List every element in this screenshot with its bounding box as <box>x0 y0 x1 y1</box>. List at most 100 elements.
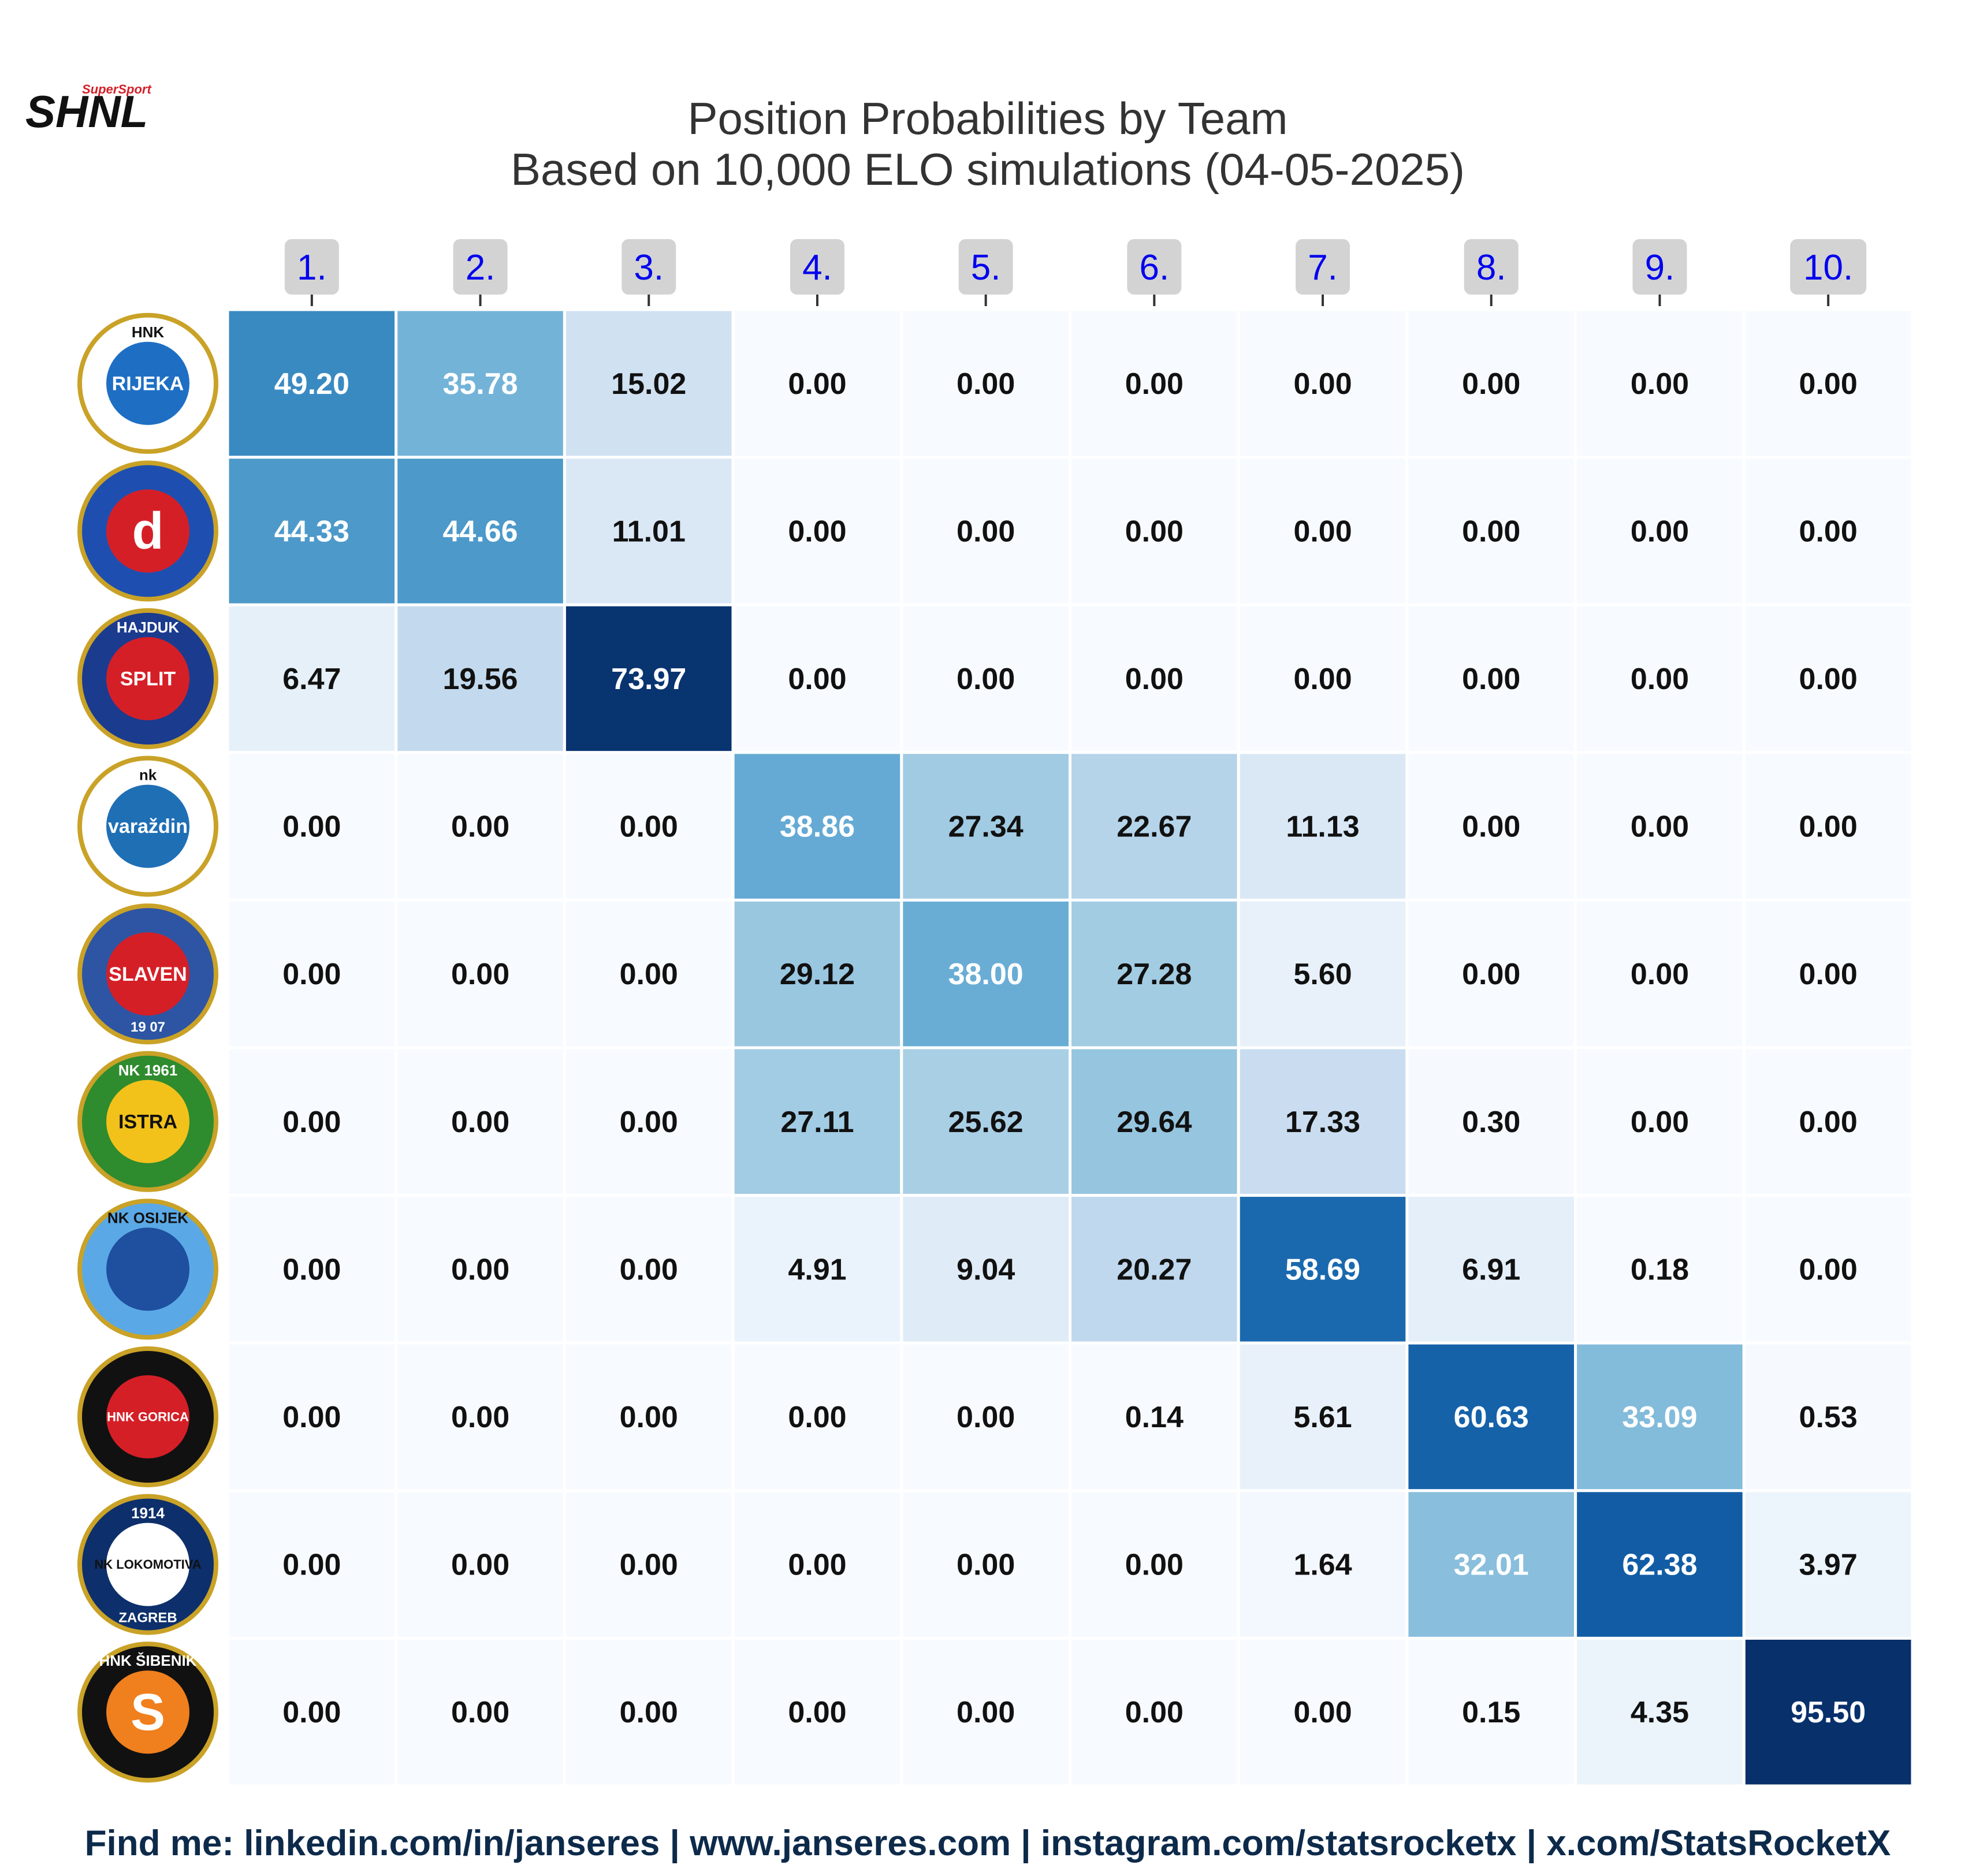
heatmap-cell <box>731 1636 903 1788</box>
cell-value: 5.60 <box>1293 958 1352 991</box>
column-label: 3. <box>634 248 664 288</box>
cell-value: 0.00 <box>1631 515 1689 548</box>
cell-value: 0.00 <box>1631 1106 1689 1139</box>
heatmap-cell <box>1069 308 1240 459</box>
chart-subtitle: Based on 10,000 ELO simulations (04-05-2… <box>511 144 1465 195</box>
column-labels: 1. 2. 3. 4. 5. 6. 7. 8. 9. 10. <box>284 239 1867 306</box>
shnl-logo: SuperSport SHNL <box>25 82 152 137</box>
heatmap-cell <box>1237 1194 1409 1345</box>
cell-value: 38.86 <box>780 810 855 844</box>
cell-value: 0.00 <box>1125 1549 1184 1582</box>
heatmap-cell <box>1405 603 1577 754</box>
heatmap-cell <box>1574 1194 1746 1345</box>
cell-value: 0.00 <box>282 1253 341 1286</box>
cell-value: 0.00 <box>451 1401 509 1434</box>
team-badge-vara-din: nk varaždin <box>77 755 218 897</box>
badge-top-text: HNK ŠIBENIK <box>99 1652 196 1669</box>
cell-value: 35.78 <box>442 367 518 401</box>
cell-value: 11.13 <box>1286 810 1359 844</box>
badge-top-text: HNK <box>132 323 165 341</box>
cell-value: 4.91 <box>788 1253 846 1286</box>
cell-value: 0.00 <box>451 810 509 844</box>
cell-value: 0.00 <box>1799 1253 1858 1286</box>
cell-value: 0.00 <box>620 1106 678 1139</box>
cell-value: 0.00 <box>957 515 1015 548</box>
cell-value: 0.00 <box>1799 810 1858 844</box>
heatmap-cell <box>226 456 398 606</box>
cell-value: 0.00 <box>620 1253 678 1286</box>
heatmap-cell <box>1405 1636 1577 1788</box>
cell-value: 62.38 <box>1622 1549 1697 1582</box>
column-label-box <box>790 239 844 295</box>
cell-value: 1.64 <box>1293 1549 1352 1582</box>
badge-top-text: 1914 <box>131 1505 165 1522</box>
heatmap-cell <box>1742 1489 1914 1640</box>
cell-value: 11.01 <box>612 515 686 548</box>
cell-value: 0.00 <box>451 958 509 991</box>
column-label-box <box>453 239 508 295</box>
badge-core <box>106 932 189 1016</box>
column-label-box <box>1296 239 1350 295</box>
heatmap-cell <box>731 1489 903 1640</box>
badge-core <box>106 1080 189 1163</box>
heatmap-cells: 49.20 35.78 15.02 0.00 0.00 0.00 0.00 0.00 0.00 0… <box>226 308 1914 1788</box>
column-label: 10. <box>1803 248 1853 288</box>
cell-value: 0.00 <box>282 958 341 991</box>
cell-value: 0.00 <box>1799 958 1858 991</box>
cell-value: 0.00 <box>451 1696 509 1729</box>
cell-value: 0.00 <box>1293 662 1352 696</box>
heatmap-cell <box>395 1341 566 1492</box>
heatmap-cell <box>395 1046 566 1197</box>
cell-value: 0.00 <box>1799 1106 1858 1139</box>
badge-core <box>106 637 189 720</box>
heatmap-cell <box>1405 751 1577 902</box>
heatmap-cell <box>1237 603 1409 754</box>
heatmap-cell <box>395 603 566 754</box>
cell-value: 0.18 <box>1631 1253 1689 1286</box>
logo-main-text: SHNL <box>25 86 148 137</box>
heatmap-cell <box>395 308 566 459</box>
cell-value: 0.30 <box>1462 1106 1520 1139</box>
cell-value: 33.09 <box>1622 1401 1697 1434</box>
heatmap-cell <box>1405 898 1577 1049</box>
cell-value: 0.00 <box>788 1549 846 1582</box>
heatmap-cell <box>1574 603 1746 754</box>
cell-value: 0.00 <box>1799 515 1858 548</box>
cell-value: 27.28 <box>1117 958 1192 991</box>
cell-value: 0.00 <box>620 1696 678 1729</box>
heatmap-cell <box>731 751 903 902</box>
heatmap-cell <box>226 1636 398 1788</box>
cell-value: 49.20 <box>274 367 349 401</box>
team-badge-slaven-belupo: SLAVEN 19 07 <box>77 903 218 1045</box>
badge-main-text: HNK GORICA <box>107 1409 189 1424</box>
heatmap-cell <box>1069 1341 1240 1492</box>
badge-main-text: RIJEKA <box>112 373 184 394</box>
badge-top-text: NK OSIJEK <box>107 1209 188 1226</box>
heatmap-cell <box>226 1489 398 1640</box>
cell-value: 0.00 <box>1293 367 1352 401</box>
cell-value: 0.00 <box>282 1696 341 1729</box>
badge-core <box>106 1670 189 1754</box>
team-badge-lokomotiva: 1914 NK LOKOMOTIVA ZAGREB <box>77 1494 218 1635</box>
team-badge-dinamo-zagreb: d <box>77 460 218 602</box>
cell-value: 0.00 <box>1293 1696 1352 1729</box>
badge-main-text: NK LOKOMOTIVA <box>94 1557 201 1572</box>
logo-small-text: SuperSport <box>82 82 152 96</box>
cell-value: 0.00 <box>1799 662 1858 696</box>
column-label-box <box>1790 239 1867 295</box>
heatmap-cell <box>731 898 903 1049</box>
heatmap-cell <box>900 456 1072 606</box>
cell-value: 0.00 <box>1462 810 1520 844</box>
cell-value: 0.00 <box>957 367 1015 401</box>
heatmap-cell <box>1574 308 1746 459</box>
cell-value: 5.61 <box>1293 1401 1352 1434</box>
footer-credits: Find me: linkedin.com/in/janseres | www.… <box>85 1823 1891 1864</box>
cell-value: 25.62 <box>948 1106 1024 1139</box>
column-label-box <box>1464 239 1519 295</box>
team-badge-rijeka: HNK RIJEKA <box>77 312 218 454</box>
heatmap-cell <box>563 308 735 459</box>
heatmap-cell <box>226 308 398 459</box>
heatmap-cell <box>1742 1046 1914 1197</box>
cell-value: 0.00 <box>1125 367 1184 401</box>
